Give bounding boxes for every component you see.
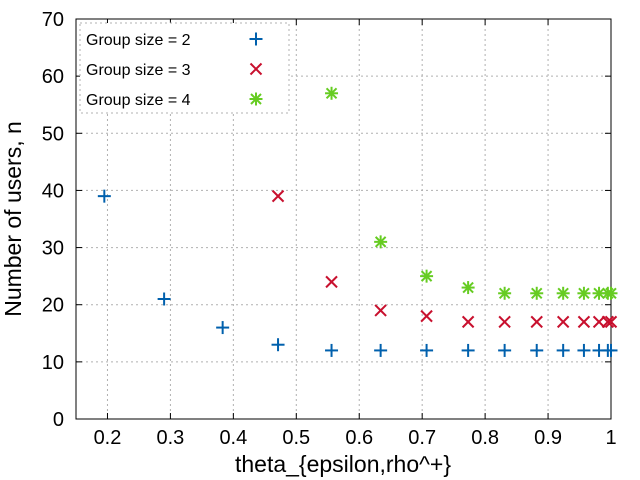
- plot-frame: [75, 18, 612, 420]
- data-point: [530, 343, 544, 357]
- series-1: [97, 189, 618, 357]
- y-tick-label: 30: [42, 238, 64, 260]
- data-point: [325, 275, 338, 289]
- data-point: [374, 304, 387, 317]
- data-point: [498, 315, 511, 329]
- data-point: [556, 343, 570, 357]
- data-point: [325, 86, 339, 100]
- data-point: [461, 315, 475, 329]
- legend-label: Group size = 2: [86, 32, 191, 49]
- data-point: [420, 269, 434, 283]
- legend-marker: [249, 62, 263, 76]
- data-point: [271, 189, 285, 203]
- data-point: [604, 286, 618, 300]
- data-point: [325, 343, 339, 357]
- data-point: [461, 281, 475, 295]
- x-tick-label: 0.5: [282, 427, 310, 449]
- grid-lines: [76, 19, 611, 419]
- data-point: [461, 343, 475, 357]
- y-axis-title: Number of users, n: [0, 121, 26, 317]
- data-point: [604, 343, 618, 357]
- data-point: [498, 343, 512, 357]
- x-axis-title: theta_{epsilon,rho^+}: [235, 451, 451, 477]
- data-point: [374, 235, 388, 249]
- legend-marker: [249, 32, 263, 46]
- data-point: [556, 286, 570, 300]
- data-point: [604, 315, 618, 329]
- x-tick-label: 0.2: [94, 427, 122, 449]
- y-tick-label: 50: [42, 123, 64, 145]
- data-point: [216, 321, 230, 335]
- data-point: [592, 315, 606, 329]
- data-point: [530, 315, 543, 329]
- x-tick-label: 0.9: [534, 427, 562, 449]
- x-tick-label: 0.6: [345, 427, 373, 449]
- data-point: [420, 343, 434, 357]
- data-points: [97, 86, 618, 357]
- x-tick-label: 0.3: [157, 427, 185, 449]
- x-tick-label: 0.7: [408, 427, 436, 449]
- x-tick-label: 1: [605, 427, 616, 449]
- x-tick-label: 0.8: [471, 427, 499, 449]
- y-tick-label: 10: [42, 352, 64, 374]
- data-point: [556, 315, 570, 329]
- legend-label: Group size = 3: [86, 62, 191, 79]
- y-tick-label: 40: [42, 180, 64, 202]
- data-point: [601, 315, 615, 329]
- y-tick-labels: 0 10 20 30 40 50 60 70: [42, 9, 64, 431]
- data-point: [157, 292, 171, 306]
- data-point: [577, 286, 591, 300]
- data-point: [271, 338, 285, 352]
- legend-label: Group size = 4: [86, 92, 191, 109]
- legend: Group size = 2 Group size = 3 Group size =…: [79, 22, 290, 114]
- series-3: [325, 86, 618, 300]
- series-2: [271, 189, 618, 329]
- y-tick-label: 70: [42, 9, 64, 31]
- x-tick-label: 0.4: [219, 427, 247, 449]
- y-tick-label: 20: [42, 295, 64, 317]
- x-tick-labels: 0.2 0.3 0.4 0.5 0.6 0.7 0.8 0.9 1: [94, 427, 617, 449]
- data-point: [577, 343, 591, 357]
- data-point: [374, 343, 388, 357]
- data-point: [577, 315, 591, 329]
- data-point: [530, 286, 544, 300]
- legend-marker: [249, 92, 263, 106]
- y-tick-label: 0: [53, 409, 64, 431]
- data-point: [97, 189, 111, 203]
- data-point: [498, 286, 512, 300]
- y-tick-label: 60: [42, 66, 64, 88]
- data-point: [420, 309, 433, 323]
